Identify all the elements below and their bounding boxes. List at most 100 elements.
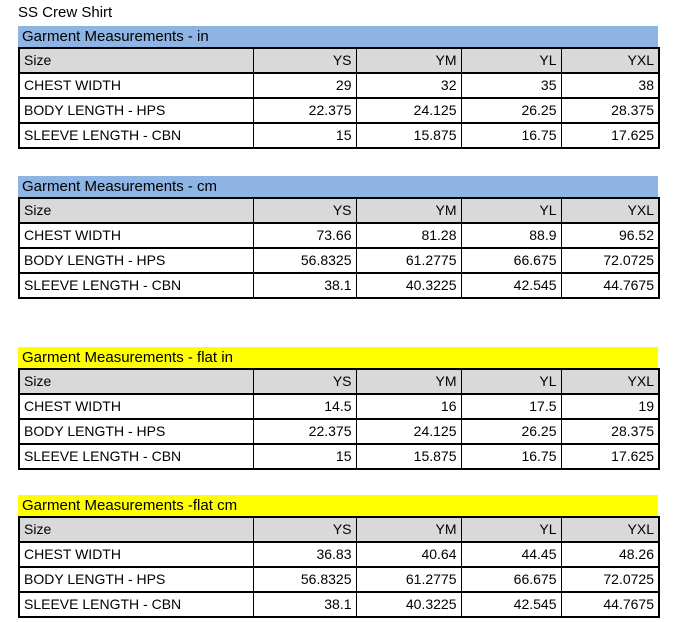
- measurement-value: 38.1: [252, 272, 357, 299]
- row-label: CHEST WIDTH: [18, 222, 254, 249]
- measurement-value: 44.7675: [560, 272, 660, 299]
- garment-table-section-cm: Garment Measurements - cm Size YS YM YL …: [18, 176, 660, 299]
- measurement-row-chest-width: CHEST WIDTH 14.5 16 17.5 19: [18, 393, 660, 420]
- size-header-row: Size YS YM YL YXL: [18, 197, 660, 224]
- measurement-value: 14.5: [252, 393, 357, 420]
- column-header-size: Size: [18, 368, 254, 395]
- measurement-row-chest-width: CHEST WIDTH 29 32 35 38: [18, 72, 660, 99]
- measurement-value: 16: [355, 393, 462, 420]
- column-header-yxl: YXL: [560, 368, 660, 395]
- row-label: SLEEVE LENGTH - CBN: [18, 591, 254, 618]
- measurement-row-sleeve-length: SLEEVE LENGTH - CBN 15 15.875 16.75 17.6…: [18, 443, 660, 470]
- column-header-ym: YM: [355, 47, 462, 74]
- measurement-value: 66.675: [460, 247, 562, 274]
- measurement-value: 28.375: [560, 418, 660, 445]
- measurement-value: 28.375: [560, 97, 660, 124]
- measurement-value: 88.9: [460, 222, 562, 249]
- measurement-value: 17.5: [460, 393, 562, 420]
- garment-measurements-table-flat-in: Size YS YM YL YXL CHEST WIDTH 14.5 16 17…: [18, 368, 660, 470]
- measurement-value: 22.375: [252, 418, 357, 445]
- garment-table-section-flat-cm: Garment Measurements -flat cm Size YS YM…: [18, 495, 660, 618]
- measurement-value: 15.875: [355, 443, 462, 470]
- measurement-value: 36.83: [252, 541, 357, 568]
- measurement-value: 38.1: [252, 591, 357, 618]
- measurement-value: 40.64: [355, 541, 462, 568]
- size-header-row: Size YS YM YL YXL: [18, 516, 660, 543]
- column-header-size: Size: [18, 197, 254, 224]
- row-label: CHEST WIDTH: [18, 541, 254, 568]
- measurement-row-sleeve-length: SLEEVE LENGTH - CBN 38.1 40.3225 42.545 …: [18, 272, 660, 299]
- measurement-value: 26.25: [460, 418, 562, 445]
- section-title-bar: Garment Measurements - in: [18, 26, 658, 47]
- measurement-value: 61.2775: [355, 247, 462, 274]
- measurement-value: 29: [252, 72, 357, 99]
- measurement-value: 73.66: [252, 222, 357, 249]
- measurement-value: 24.125: [355, 418, 462, 445]
- row-label: CHEST WIDTH: [18, 393, 254, 420]
- column-header-yl: YL: [460, 368, 562, 395]
- size-header-row: Size YS YM YL YXL: [18, 47, 660, 74]
- section-title-bar: Garment Measurements -flat cm: [18, 495, 658, 516]
- column-header-ys: YS: [252, 516, 357, 543]
- row-label: BODY LENGTH - HPS: [18, 418, 254, 445]
- measurement-value: 15.875: [355, 122, 462, 149]
- size-header-row: Size YS YM YL YXL: [18, 368, 660, 395]
- measurement-value: 66.675: [460, 566, 562, 593]
- row-label: SLEEVE LENGTH - CBN: [18, 272, 254, 299]
- measurement-row-chest-width: CHEST WIDTH 73.66 81.28 88.9 96.52: [18, 222, 660, 249]
- measurement-value: 44.45: [460, 541, 562, 568]
- measurement-row-chest-width: CHEST WIDTH 36.83 40.64 44.45 48.26: [18, 541, 660, 568]
- measurement-value: 24.125: [355, 97, 462, 124]
- measurement-value: 81.28: [355, 222, 462, 249]
- row-label: BODY LENGTH - HPS: [18, 566, 254, 593]
- measurement-value: 48.26: [560, 541, 660, 568]
- measurement-value: 61.2775: [355, 566, 462, 593]
- measurement-row-body-length: BODY LENGTH - HPS 22.375 24.125 26.25 28…: [18, 418, 660, 445]
- column-header-ys: YS: [252, 197, 357, 224]
- measurement-value: 56.8325: [252, 247, 357, 274]
- measurement-value: 40.3225: [355, 272, 462, 299]
- section-title-bar: Garment Measurements - cm: [18, 176, 658, 197]
- column-header-yl: YL: [460, 47, 562, 74]
- garment-table-section-in: Garment Measurements - in Size YS YM YL …: [18, 26, 660, 149]
- measurement-value: 72.0725: [560, 247, 660, 274]
- measurement-value: 16.75: [460, 443, 562, 470]
- row-label: SLEEVE LENGTH - CBN: [18, 122, 254, 149]
- measurement-row-sleeve-length: SLEEVE LENGTH - CBN 15 15.875 16.75 17.6…: [18, 122, 660, 149]
- measurement-row-body-length: BODY LENGTH - HPS 56.8325 61.2775 66.675…: [18, 566, 660, 593]
- section-title-bar: Garment Measurements - flat in: [18, 347, 658, 368]
- measurement-value: 17.625: [560, 122, 660, 149]
- measurement-row-body-length: BODY LENGTH - HPS 56.8325 61.2775 66.675…: [18, 247, 660, 274]
- measurement-value: 38: [560, 72, 660, 99]
- measurement-value: 22.375: [252, 97, 357, 124]
- column-header-yxl: YXL: [560, 197, 660, 224]
- row-label: CHEST WIDTH: [18, 72, 254, 99]
- column-header-yxl: YXL: [560, 47, 660, 74]
- measurement-value: 19: [560, 393, 660, 420]
- column-header-ys: YS: [252, 47, 357, 74]
- measurement-value: 16.75: [460, 122, 562, 149]
- measurement-value: 42.545: [460, 272, 562, 299]
- garment-measurements-table-flat-cm: Size YS YM YL YXL CHEST WIDTH 36.83 40.6…: [18, 516, 660, 618]
- column-header-yl: YL: [460, 197, 562, 224]
- measurement-row-sleeve-length: SLEEVE LENGTH - CBN 38.1 40.3225 42.545 …: [18, 591, 660, 618]
- measurement-value: 56.8325: [252, 566, 357, 593]
- garment-measurements-table-in: Size YS YM YL YXL CHEST WIDTH 29 32 35 3…: [18, 47, 660, 149]
- column-header-ym: YM: [355, 197, 462, 224]
- column-header-yxl: YXL: [560, 516, 660, 543]
- measurement-value: 17.625: [560, 443, 660, 470]
- page-title: SS Crew Shirt: [18, 4, 113, 21]
- measurement-value: 40.3225: [355, 591, 462, 618]
- measurement-value: 44.7675: [560, 591, 660, 618]
- measurement-value: 15: [252, 122, 357, 149]
- column-header-size: Size: [18, 47, 254, 74]
- measurement-value: 32: [355, 72, 462, 99]
- row-label: SLEEVE LENGTH - CBN: [18, 443, 254, 470]
- measurement-value: 15: [252, 443, 357, 470]
- column-header-yl: YL: [460, 516, 562, 543]
- column-header-ym: YM: [355, 516, 462, 543]
- measurement-value: 42.545: [460, 591, 562, 618]
- measurement-value: 35: [460, 72, 562, 99]
- garment-measurements-table-cm: Size YS YM YL YXL CHEST WIDTH 73.66 81.2…: [18, 197, 660, 299]
- measurement-value: 96.52: [560, 222, 660, 249]
